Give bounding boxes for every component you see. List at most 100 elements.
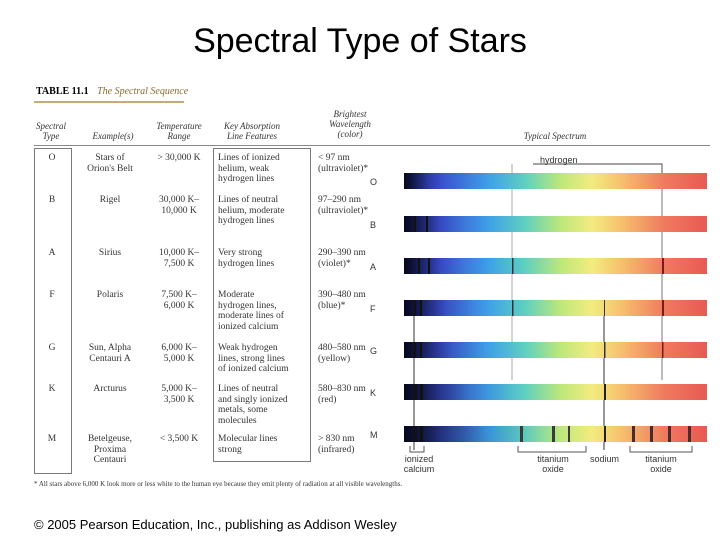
header-line: Key Absorption xyxy=(223,121,281,131)
cell-line: Weak hydrogen xyxy=(218,343,278,353)
row-m-examples: Betelgeuse, Proxima Centauri xyxy=(76,434,144,466)
header-examples: Example(s) xyxy=(78,131,148,141)
cell-line: 10,000 K xyxy=(161,205,197,216)
cell-line: lines, strong lines xyxy=(218,353,285,364)
cell-line: > 30,000 K xyxy=(157,153,201,163)
row-b-brightest: 97–290 nm (ultraviolet)* xyxy=(318,195,398,216)
row-o-temperature: > 30,000 K xyxy=(148,153,210,164)
titanium-oxide-label-2: titanium oxide xyxy=(638,454,684,474)
cell-line: Polaris xyxy=(96,290,124,300)
row-g-temperature: 6,000 K– 5,000 K xyxy=(148,343,210,364)
caption-rule xyxy=(34,101,184,103)
table-footnote: * All stars above 6,000 K look more or l… xyxy=(34,480,403,488)
row-a-brightest: 290–390 nm (violet)* xyxy=(318,248,398,269)
cell-line: 290–390 nm xyxy=(318,248,366,258)
band-letter-m: M xyxy=(370,430,378,440)
spectrum-band-b xyxy=(404,216,707,232)
spectrum-band-g xyxy=(404,342,707,358)
cell-line: Betelgeuse, xyxy=(87,434,133,444)
copyright-notice: © 2005 Pearson Education, Inc., publishi… xyxy=(34,517,397,532)
header-typical-spectrum: Typical Spectrum xyxy=(500,131,610,141)
cell-line: Centauri xyxy=(93,455,127,465)
row-a-examples: Sirius xyxy=(76,248,144,259)
header-line: Type xyxy=(42,131,60,141)
cell-line: Lines of ionized xyxy=(218,153,280,163)
cell-line: 10,000 K– xyxy=(158,248,200,258)
ionized-calcium-label: ionized calcium xyxy=(396,454,442,474)
label-line: oxide xyxy=(650,464,672,474)
cell-line: Lines of neutral xyxy=(218,195,279,205)
titanium-oxide-label-1: titanium oxide xyxy=(530,454,576,474)
cell-line: strong xyxy=(218,444,242,455)
spectrum-band-o xyxy=(404,173,707,189)
cell-line: ionized calcium xyxy=(218,321,279,332)
row-f-examples: Polaris xyxy=(76,290,144,301)
label-line: calcium xyxy=(403,464,435,474)
row-b-absorption: Lines of neutral helium, moderate hydrog… xyxy=(218,195,310,227)
header-line: (color) xyxy=(337,129,363,139)
cell-line: (red) xyxy=(318,394,337,405)
cell-line: 390–480 nm xyxy=(318,290,366,300)
row-m-temperature: < 3,500 K xyxy=(148,434,210,445)
header-spectral-type: Spectral Type xyxy=(30,121,72,141)
absorption-column-box xyxy=(213,148,311,462)
cell-line: 7,500 K– xyxy=(161,290,197,300)
cell-line: Stars of xyxy=(95,153,125,163)
cell-line: Sirius xyxy=(98,248,122,258)
band-letter-f: F xyxy=(370,304,376,314)
titanium-oxide-bracket-2 xyxy=(629,446,693,453)
ionized-calcium-bracket xyxy=(409,446,425,453)
cell-line: 97–290 nm xyxy=(318,195,362,205)
cell-line: Moderate xyxy=(218,290,255,300)
cell-line: (blue)* xyxy=(318,300,346,311)
cell-line: < 3,500 K xyxy=(159,434,199,444)
cell-line: Proxima xyxy=(93,444,127,455)
row-k-examples: Arcturus xyxy=(76,384,144,395)
cell-line: Centauri A xyxy=(89,353,131,364)
table-name: The Spectral Sequence xyxy=(97,86,189,97)
header-line: Example(s) xyxy=(92,131,134,141)
cell-line: Arcturus xyxy=(93,384,127,394)
spectrum-band-a xyxy=(404,258,707,274)
label-line: titanium xyxy=(537,454,569,464)
band-letter-o: O xyxy=(370,177,378,187)
cell-line: moderate lines of xyxy=(218,311,284,321)
header-line: Brightest xyxy=(333,109,367,119)
row-k-brightest: 580–830 nm (red) xyxy=(318,384,398,405)
cell-line: (ultraviolet)* xyxy=(318,205,369,216)
row-a-absorption: Very strong hydrogen lines xyxy=(218,248,310,269)
row-o-examples: Stars of Orion's Belt xyxy=(76,153,144,174)
cell-line: 3,500 K xyxy=(163,394,195,405)
cell-line: molecules xyxy=(218,415,257,426)
row-f-temperature: 7,500 K– 6,000 K xyxy=(148,290,210,311)
header-line: Line Features xyxy=(227,131,277,141)
header-line: Temperature xyxy=(156,121,202,131)
table-caption: TABLE 11.1 The Spectral Sequence xyxy=(36,86,188,97)
row-f-absorption: Moderate hydrogen lines, moderate lines … xyxy=(218,290,310,332)
cell-line: Orion's Belt xyxy=(87,163,133,174)
cell-line: 6,000 K xyxy=(163,300,195,311)
row-k-absorption: Lines of neutral and singly ionized meta… xyxy=(218,384,310,426)
header-line: Range xyxy=(167,131,191,141)
band-letter-a: A xyxy=(370,262,377,272)
cell-line: of ionized calcium xyxy=(218,364,289,374)
band-letter-g: G xyxy=(370,346,378,356)
row-g-examples: Sun, Alpha Centauri A xyxy=(76,343,144,364)
label-line: oxide xyxy=(542,464,564,474)
cell-line: 580–830 nm xyxy=(318,384,366,394)
row-f-type: F xyxy=(49,290,55,300)
header-line: Spectral xyxy=(36,121,66,131)
spectrum-band-m xyxy=(404,426,707,442)
cell-line: Molecular lines xyxy=(218,434,278,444)
row-o-type: O xyxy=(48,153,56,163)
sodium-label: sodium xyxy=(590,454,620,464)
header-temperature: Temperature Range xyxy=(148,121,210,141)
cell-line: > 830 nm xyxy=(318,434,355,444)
row-g-absorption: Weak hydrogen lines, strong lines of ion… xyxy=(218,343,310,375)
cell-line: helium, weak xyxy=(218,163,270,174)
cell-line: metals, some xyxy=(218,405,268,415)
cell-line: < 97 nm xyxy=(318,153,350,163)
cell-line: hydrogen lines xyxy=(218,258,275,269)
row-m-brightest: > 830 nm (infrared) xyxy=(318,434,398,455)
